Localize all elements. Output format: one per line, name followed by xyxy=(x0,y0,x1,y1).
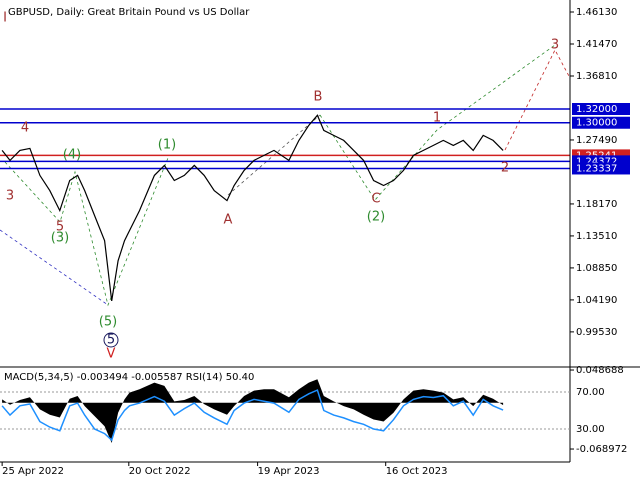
y-tick-label: 1.27490 xyxy=(576,135,617,146)
macd-area xyxy=(2,379,504,443)
wave-label: (1) xyxy=(158,138,176,153)
wave-label: A xyxy=(224,213,233,228)
x-tick-label: 19 Apr 2023 xyxy=(258,466,320,477)
y-tick-label: 70.00 xyxy=(576,387,605,398)
y-tick-label: 0.048688 xyxy=(576,365,624,376)
y-tick-label: 1.13510 xyxy=(576,231,617,242)
x-tick-label: 20 Oct 2022 xyxy=(129,466,191,477)
y-tick-label: 1.36810 xyxy=(576,71,617,82)
level-box xyxy=(572,162,630,175)
wave-line xyxy=(504,49,571,151)
y-tick-label: 0.99530 xyxy=(576,327,617,338)
level-box xyxy=(572,116,630,129)
wave-label: I xyxy=(3,11,7,26)
wave-label: (3) xyxy=(51,231,69,246)
wave-line xyxy=(0,229,109,306)
y-tick-label: 1.04190 xyxy=(576,295,617,306)
level-box xyxy=(572,103,630,116)
y-tick-label: 1.18170 xyxy=(576,199,617,210)
wave-label: 5 xyxy=(56,220,64,235)
y-tick-label: 1.41470 xyxy=(576,39,617,50)
y-tick-label: 1.08850 xyxy=(576,263,617,274)
wave-label: (5) xyxy=(99,315,117,330)
y-tick-label: 30.00 xyxy=(576,424,605,435)
wave-circle xyxy=(103,332,119,348)
x-tick-label: 25 Apr 2022 xyxy=(2,466,64,477)
wave-label: 2 xyxy=(501,161,509,176)
y-tick-label: -0.068972 xyxy=(576,444,627,455)
level-label: 1.23337 xyxy=(576,163,617,174)
price-line xyxy=(1,114,504,301)
levels xyxy=(0,108,570,170)
y-tick-label: 1.46130 xyxy=(576,7,617,18)
wave-label: (2) xyxy=(367,210,385,225)
level-label: 1.24372 xyxy=(576,156,617,167)
wave-label: B xyxy=(314,90,323,105)
x-tick-label: 16 Oct 2023 xyxy=(386,466,448,477)
wave-label: 3 xyxy=(551,38,559,53)
chart-title: GBPUSD, Daily: Great Britain Pound vs US… xyxy=(8,7,250,18)
level-label: 1.30000 xyxy=(576,118,617,129)
level-label: 1.32000 xyxy=(576,104,617,115)
indicator-label: MACD(5,34,5) -0.003494 -0.005587 RSI(14)… xyxy=(4,372,254,383)
plot xyxy=(1,114,504,301)
rsi-line xyxy=(1,389,504,442)
wave-label: 1 xyxy=(433,111,441,126)
wave-label: (4) xyxy=(63,148,81,163)
wave-label: 3 xyxy=(6,189,14,204)
wave-label: C xyxy=(371,192,380,207)
wave-label: 5 xyxy=(107,333,115,348)
wave-label: 4 xyxy=(21,121,29,136)
wave-line xyxy=(319,44,556,201)
wave-label: V xyxy=(107,347,116,362)
wave-line xyxy=(4,157,169,307)
